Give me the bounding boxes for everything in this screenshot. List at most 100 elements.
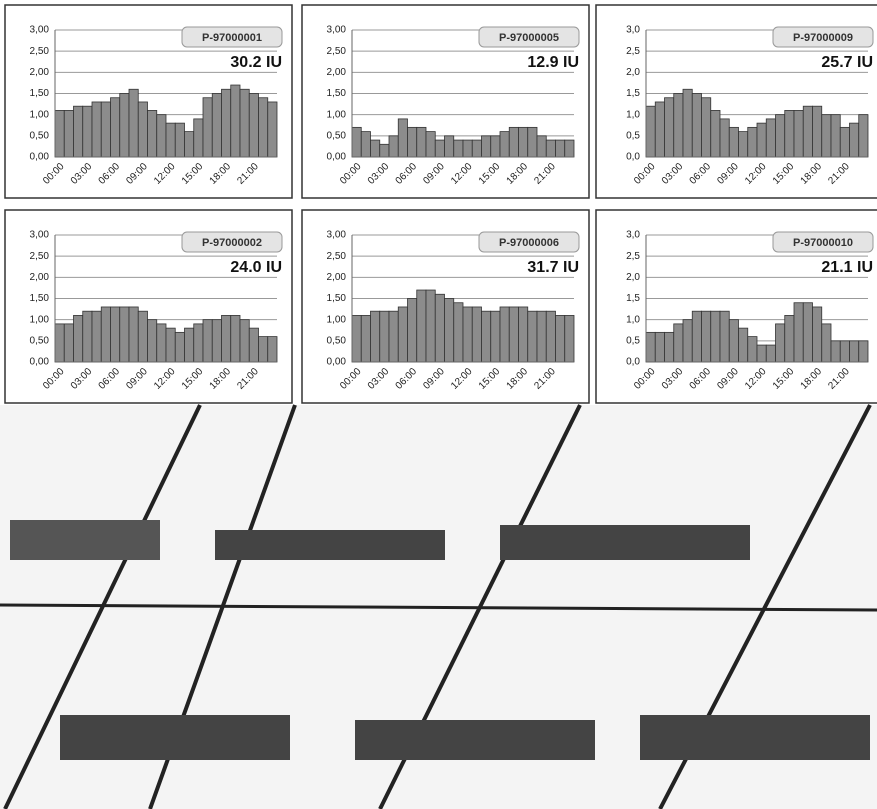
- bar: [360, 131, 371, 158]
- bar: [82, 310, 93, 363]
- label-box: [772, 231, 874, 253]
- bar: [654, 331, 665, 363]
- bar: [858, 114, 869, 158]
- bar: [765, 344, 776, 363]
- bar: [63, 323, 74, 363]
- annotation: 31.7 IU: [527, 259, 579, 276]
- y-tick-label: 0,00: [327, 152, 347, 163]
- bar: [536, 310, 547, 363]
- y-tick-label: 1,50: [30, 88, 50, 99]
- bar: [499, 306, 510, 363]
- bar: [645, 331, 656, 363]
- y-tick-label: 0,0: [626, 152, 640, 163]
- bar: [490, 310, 501, 363]
- y-tick-label: 2,00: [30, 272, 50, 283]
- bar: [397, 306, 408, 363]
- bar: [508, 126, 519, 158]
- y-tick-label: 2,50: [327, 251, 347, 262]
- bar: [137, 101, 148, 158]
- bar: [370, 139, 381, 158]
- y-tick-label: 1,50: [30, 293, 50, 304]
- bar: [682, 88, 693, 158]
- bar: [119, 93, 130, 158]
- bar: [388, 310, 399, 363]
- bar: [221, 88, 232, 158]
- bar: [110, 306, 121, 363]
- chart-panel: 0,00,51,01,52,02,53,000:00 03:00 06:00 09:0…: [595, 209, 877, 404]
- bar: [673, 93, 684, 158]
- bar: [858, 340, 869, 363]
- bar: [536, 135, 547, 158]
- bar: [710, 110, 721, 158]
- bar: [128, 306, 139, 363]
- bar: [202, 319, 213, 363]
- bar: [397, 118, 408, 158]
- bar: [174, 122, 185, 158]
- bar: [110, 97, 121, 158]
- bar: [471, 306, 482, 363]
- bar: [193, 323, 204, 363]
- y-tick-label: 1,0: [626, 109, 640, 120]
- bar: [434, 139, 445, 158]
- series-label: P-97000002: [202, 237, 262, 249]
- y-tick-label: 2,00: [327, 67, 347, 78]
- bar: [184, 131, 195, 158]
- bar: [691, 310, 702, 363]
- bar: [211, 319, 222, 363]
- y-tick-label: 1,5: [626, 88, 640, 99]
- chart-panel: 0,00,51,01,52,02,53,000:00 03:00 06:00 09:0…: [595, 4, 877, 199]
- y-tick-label: 2,00: [327, 272, 347, 283]
- annotation: 30.2 IU: [230, 54, 282, 71]
- bar: [147, 110, 158, 158]
- bar: [82, 105, 93, 158]
- bar: [830, 114, 841, 158]
- label-box: [772, 26, 874, 48]
- bar: [802, 105, 813, 158]
- bar: [73, 315, 84, 363]
- bar: [128, 88, 139, 158]
- bar: [691, 93, 702, 158]
- bar: [728, 126, 739, 158]
- y-tick-label: 0,00: [327, 357, 347, 368]
- bar: [499, 131, 510, 158]
- y-tick-label: 1,0: [626, 314, 640, 325]
- y-tick-label: 0,5: [626, 335, 640, 346]
- y-tick-label: 1,5: [626, 293, 640, 304]
- y-tick-label: 1,50: [327, 88, 347, 99]
- y-tick-label: 0,50: [30, 335, 50, 346]
- bar: [784, 110, 795, 158]
- bar: [100, 306, 111, 363]
- bar: [434, 293, 445, 363]
- label-box: [478, 26, 580, 48]
- bar: [664, 331, 675, 363]
- y-tick-label: 2,0: [626, 272, 640, 283]
- bar: [564, 139, 575, 158]
- bar: [407, 298, 418, 363]
- bar: [453, 302, 464, 363]
- blurred-bars: [215, 530, 445, 560]
- bar: [564, 315, 575, 363]
- blurred-bars: [355, 720, 595, 760]
- bar: [654, 101, 665, 158]
- bar: [258, 336, 269, 363]
- skew-line: [3, 404, 202, 809]
- chart-panel: 0,000,501,001,502,002,503,0000:00 03:00 06…: [301, 209, 590, 404]
- series-label: P-97000009: [793, 32, 853, 44]
- bar: [462, 306, 473, 363]
- bar: [490, 135, 501, 158]
- bar: [267, 336, 278, 363]
- bar: [784, 315, 795, 363]
- bar: [267, 101, 278, 158]
- bar: [747, 126, 758, 158]
- y-tick-label: 2,00: [30, 67, 50, 78]
- y-tick-label: 2,5: [626, 46, 640, 57]
- y-tick-label: 2,50: [30, 46, 50, 57]
- bar: [360, 315, 371, 363]
- bar: [701, 97, 712, 158]
- bar: [156, 114, 167, 158]
- bar: [202, 97, 213, 158]
- annotation: 24.0 IU: [230, 259, 282, 276]
- chart-panel: 0,000,501,001,502,002,503,0000:00 03:00 06…: [301, 4, 590, 199]
- bar: [444, 135, 455, 158]
- bar: [54, 110, 65, 158]
